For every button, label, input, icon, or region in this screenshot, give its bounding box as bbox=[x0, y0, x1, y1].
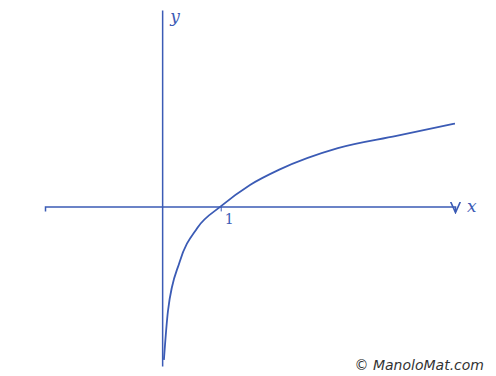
y-axis-title: y bbox=[169, 6, 180, 26]
x-tick: 1 bbox=[221, 206, 233, 227]
x-tick-label: 1 bbox=[225, 211, 234, 227]
watermark: © ManoloMat.com bbox=[355, 357, 485, 373]
x-axis-line bbox=[46, 207, 456, 212]
chart: 1 x y © ManoloMat.com bbox=[0, 0, 496, 376]
y-axis bbox=[162, 11, 163, 367]
plot-area bbox=[164, 124, 455, 360]
x-axis-title: x bbox=[467, 196, 477, 216]
x-axis: 1 bbox=[46, 206, 456, 227]
curve bbox=[164, 124, 455, 360]
y-axis-line bbox=[162, 11, 164, 367]
